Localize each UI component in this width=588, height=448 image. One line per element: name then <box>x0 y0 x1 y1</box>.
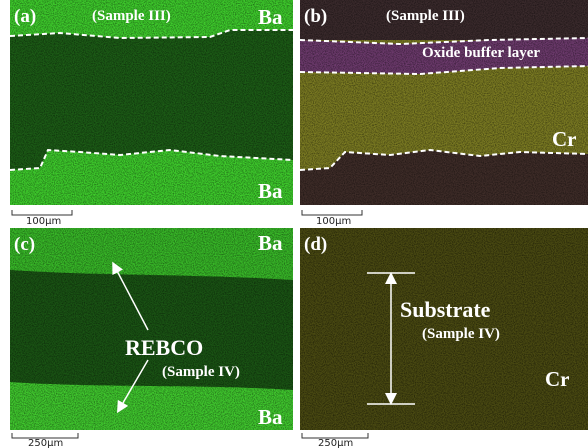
sample-label: (Sample III) <box>386 8 465 24</box>
panel-label: (b) <box>304 6 327 27</box>
scale-bar <box>11 210 73 216</box>
panel-b: (b) (Sample III) Oxide buffer layer Cr 1… <box>299 0 588 227</box>
sample-label: (Sample III) <box>92 8 171 24</box>
element-label: Ba <box>258 405 283 429</box>
element-label: Cr <box>545 367 570 391</box>
element-label: Ba <box>258 179 283 203</box>
material-label: Substrate <box>400 297 491 322</box>
panel-a: (a) (Sample III) Ba Ba 100μm <box>9 0 294 227</box>
sample-label: (Sample IV) <box>422 326 500 342</box>
element-label: Cr <box>552 127 577 151</box>
panel-label: (c) <box>14 234 35 255</box>
material-label: REBCO <box>125 335 203 360</box>
element-label: Ba <box>258 231 283 255</box>
scale-bar <box>11 433 79 439</box>
scale-label: 100μm <box>316 216 351 227</box>
panel-label: (a) <box>14 6 36 27</box>
layer-label: Oxide buffer layer <box>422 45 540 61</box>
scale-label: 100μm <box>26 216 61 227</box>
scale-label: 250μm <box>318 438 353 448</box>
sample-label: (Sample IV) <box>162 364 240 380</box>
panel-c: (c) Ba REBCO (Sample IV) Ba 250μm <box>10 228 293 448</box>
scale-bar <box>301 433 369 439</box>
panel-label: (d) <box>304 234 327 255</box>
scale-label: 250μm <box>28 438 63 448</box>
element-label: Ba <box>258 5 283 29</box>
scale-bar <box>301 210 363 216</box>
panel-d: (d) Substrate (Sample IV) Cr 250μm <box>300 228 588 448</box>
